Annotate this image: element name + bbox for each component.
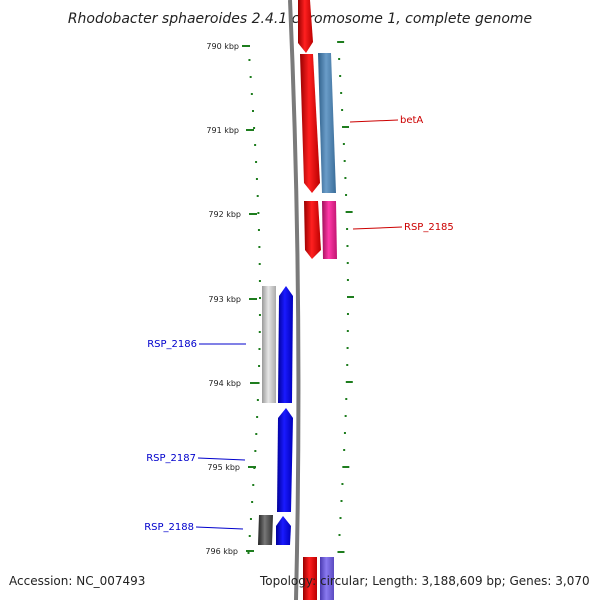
reverse-gene-arrow-rsp2187[interactable] [277,408,293,512]
forward-cds-bar-purple[interactable] [320,557,334,600]
kbp-label-795: 795 kbp [207,463,240,472]
kbp-label-796: 796 kbp [205,547,238,556]
kbp-label-792: 792 kbp [208,210,241,219]
gene-label-rsp2185[interactable]: RSP_2185 [404,222,454,233]
reverse-cds-bar-dark[interactable] [258,515,273,545]
reverse-gene-arrow-rsp2188[interactable] [276,516,291,545]
gene-label-rsp2186[interactable]: RSP_2186 [147,339,197,350]
kbp-label-794: 794 kbp [208,379,241,388]
reverse-cds-bar[interactable] [262,286,276,403]
genome-backbone [288,0,301,600]
forward-gene-arrow-beta[interactable] [300,54,320,193]
gene-label-rsp2188[interactable]: RSP_2188 [144,522,194,533]
label-leader-rsp2185 [352,226,403,230]
forward-cds-bar[interactable] [318,53,336,193]
forward-gene-arrow[interactable] [303,557,317,600]
forward-cds-bar-pink[interactable] [322,201,337,259]
kbp-axis: 790 kbp 791 kbp 792 kbp 793 kbp 794 kbp … [205,42,258,556]
kbp-label-793: 793 kbp [208,295,241,304]
kbp-label-791: 791 kbp [206,126,239,135]
label-leader-rsp2187 [197,457,246,461]
gene-label-rsp2187[interactable]: RSP_2187 [146,453,196,464]
gene-labels: betA RSP_2185 RSP_2186 RSP_2187 RSP_2188 [144,115,454,533]
reverse-gene-arrow-rsp2186[interactable] [278,286,293,403]
label-leader-rsp2188 [195,526,244,530]
label-leader-beta [349,119,399,123]
topology-text: Topology: circular; Length: 3,188,609 bp… [260,574,590,588]
accession-text: Accession: NC_007493 [9,574,146,588]
tick-marks [247,41,354,554]
forward-gene-arrow-rsp2185[interactable] [304,201,321,259]
forward-gene-arrow[interactable] [298,0,313,53]
kbp-label-790: 790 kbp [206,42,239,51]
gene-label-beta[interactable]: betA [400,115,423,126]
